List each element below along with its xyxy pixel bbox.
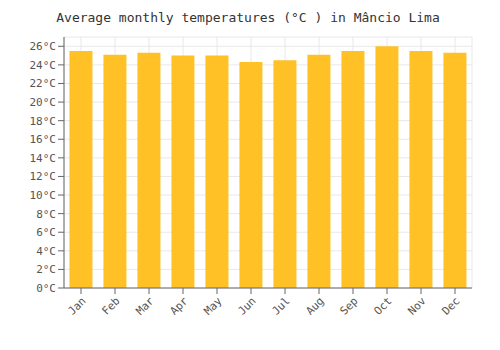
svg-text:14°C: 14°C [30, 152, 57, 165]
svg-text:Apr: Apr [167, 294, 191, 318]
svg-text:Oct: Oct [371, 294, 394, 317]
svg-text:2°C: 2°C [36, 263, 56, 276]
html-text:Average monthly temperatures (: Average monthly temperatures (°C ) in Mâ… [56, 10, 440, 25]
svg-text:24°C: 24°C [30, 59, 57, 72]
svg-text:26°C: 26°C [30, 40, 57, 53]
svg-text:16°C: 16°C [30, 133, 57, 146]
svg-text:Sep: Sep [337, 294, 360, 317]
svg-text:12°C: 12°C [30, 170, 57, 183]
svg-text:Feb: Feb [99, 294, 122, 317]
svg-text:20°C: 20°C [30, 96, 57, 109]
svg-text:Jun: Jun [235, 294, 258, 317]
svg-text:Mar: Mar [133, 294, 157, 318]
svg-text:10°C: 10°C [30, 189, 57, 202]
svg-text:Aug: Aug [303, 294, 326, 317]
svg-text:0°C: 0°C [36, 282, 56, 295]
svg-text:4°C: 4°C [36, 245, 56, 258]
svg-text:22°C: 22°C [30, 77, 57, 90]
svg-text:6°C: 6°C [36, 226, 56, 239]
svg-text:Nov: Nov [405, 294, 429, 318]
svg-text:Jul: Jul [269, 294, 292, 317]
svg-text:18°C: 18°C [30, 115, 57, 128]
svg-text:8°C: 8°C [36, 208, 56, 221]
svg-text:Dec: Dec [439, 294, 462, 317]
svg-text:May: May [201, 294, 225, 318]
svg-text:Jan: Jan [65, 294, 88, 317]
